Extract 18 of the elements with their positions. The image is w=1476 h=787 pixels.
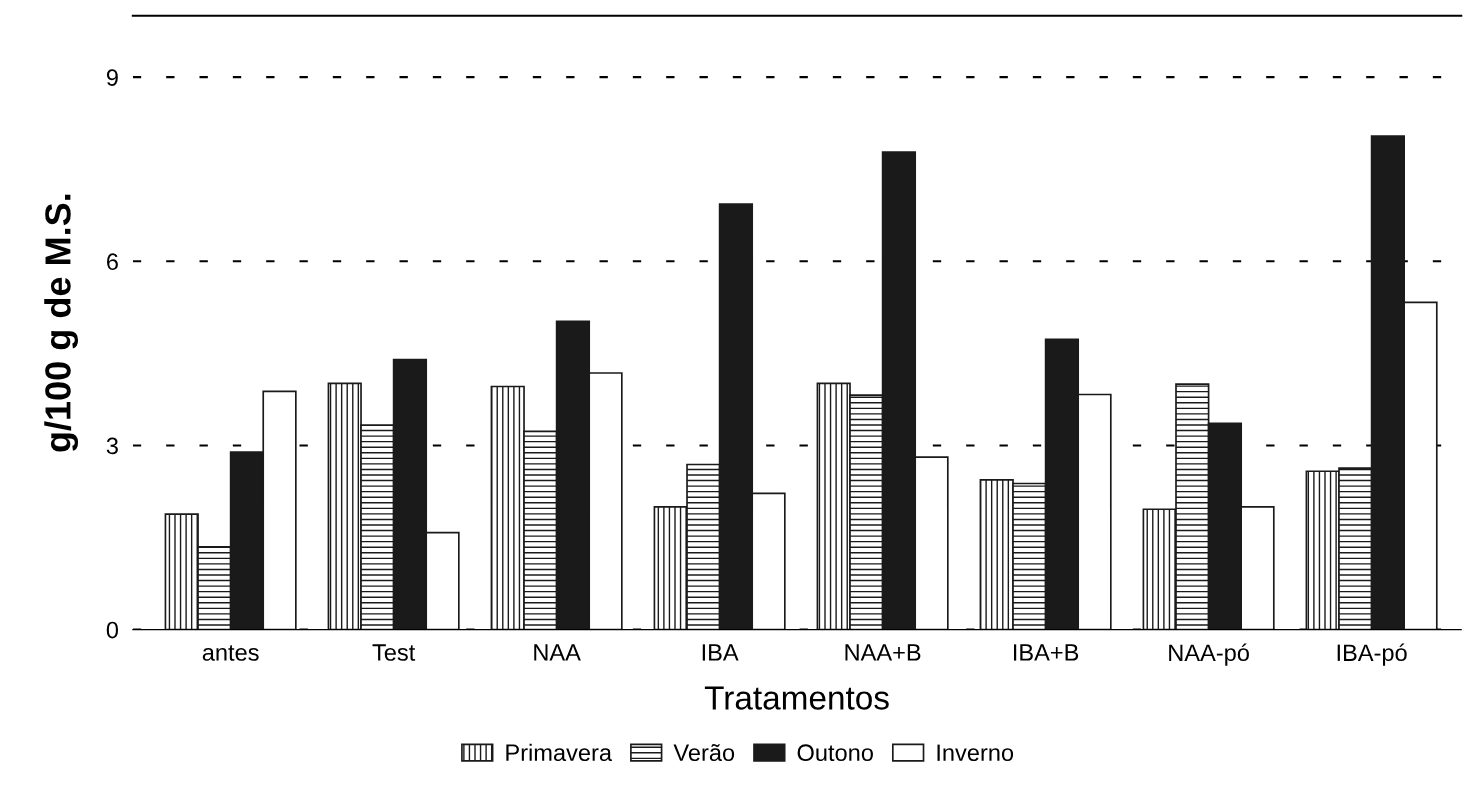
x-tick-label: Test: [372, 644, 416, 661]
y-tick-label: 3: [106, 437, 118, 455]
legend-label: Outono: [797, 744, 873, 762]
y-tick-label: 9: [106, 69, 118, 86]
y-tick-label: 6: [107, 253, 118, 271]
legend-label: Inverno: [937, 744, 1014, 762]
x-tick-label: antes: [202, 645, 259, 661]
x-tick-label: NAA-pó: [1169, 643, 1249, 666]
x-tick-label: IBA-pó: [1337, 643, 1407, 666]
x-tick-label: NAA: [534, 644, 581, 661]
x-tick-label: IBA: [702, 644, 739, 661]
y-axis-title: g/100 g de M.S.: [44, 194, 79, 452]
legend-label: Verão: [673, 743, 735, 762]
x-tick-label: IBA+B: [1013, 644, 1079, 661]
x-axis-title: Tratamentos: [704, 686, 889, 710]
y-tick-label: 0: [106, 621, 119, 639]
legend-label: Primavera: [506, 743, 613, 762]
x-tick-label: NAA+B: [845, 644, 921, 661]
